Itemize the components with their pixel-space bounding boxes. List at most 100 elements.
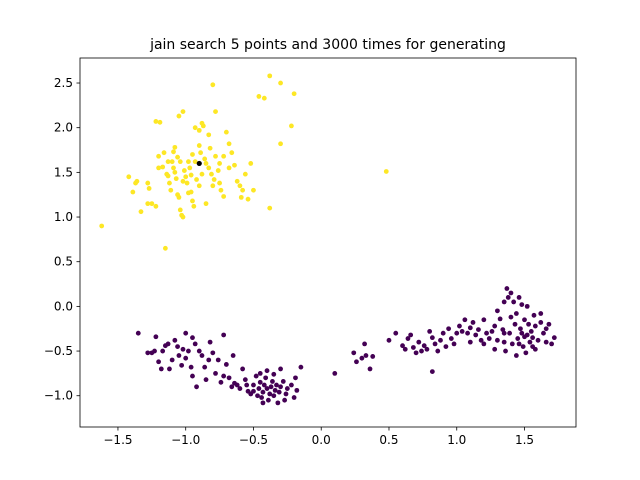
data-point-cluster-0-46 — [257, 379, 263, 385]
data-point-cluster-0-72 — [278, 366, 283, 372]
data-point-cluster-1-57 — [237, 183, 243, 189]
data-point-cluster-0-178 — [543, 339, 549, 345]
data-point-cluster-0-125 — [486, 336, 492, 341]
data-point-cluster-1-25 — [177, 207, 183, 213]
data-point-cluster-0-47 — [259, 395, 264, 400]
data-point-cluster-0-107 — [438, 337, 443, 343]
data-point-cluster-1-15 — [165, 173, 171, 179]
data-point-cluster-1-29 — [183, 174, 189, 180]
data-point-cluster-0-76 — [282, 397, 288, 403]
data-point-cluster-0-96 — [408, 332, 414, 338]
data-point-cluster-1-31 — [186, 159, 191, 165]
data-point-cluster-1-79 — [210, 82, 216, 88]
x-tick-label: 1.0 — [447, 433, 466, 447]
data-point-cluster-1-28 — [181, 168, 187, 173]
data-point-cluster-1-54 — [229, 150, 235, 156]
data-point-cluster-1-82 — [203, 201, 209, 207]
data-point-cluster-1-71 — [291, 91, 297, 97]
data-point-cluster-0-59 — [275, 400, 281, 406]
data-point-cluster-1-52 — [223, 129, 229, 135]
data-point-cluster-1-89 — [172, 144, 178, 150]
data-point-cluster-1-95 — [188, 172, 194, 178]
data-point-cluster-0-151 — [528, 329, 534, 334]
data-point-cluster-1-60 — [242, 171, 248, 177]
data-point-cluster-0-42 — [251, 382, 256, 388]
data-point-cluster-1-1 — [126, 174, 132, 180]
data-point-cluster-0-66 — [291, 395, 297, 400]
data-point-cluster-1-50 — [218, 187, 224, 193]
data-point-cluster-1-43 — [206, 165, 212, 171]
data-point-cluster-0-44 — [255, 393, 260, 399]
data-point-cluster-0-62 — [280, 379, 286, 384]
data-point-cluster-0-101 — [421, 343, 427, 349]
data-point-cluster-0-108 — [440, 330, 446, 336]
x-tick-label: −0.5 — [239, 433, 268, 447]
data-point-cluster-0-12 — [175, 344, 180, 349]
data-point-cluster-0-45 — [256, 386, 262, 391]
data-point-cluster-1-30 — [184, 180, 190, 186]
data-point-cluster-1-13 — [160, 164, 166, 170]
data-point-cluster-0-64 — [284, 386, 290, 391]
data-point-cluster-0-83 — [183, 330, 189, 336]
data-point-cluster-0-118 — [467, 325, 473, 331]
data-point-cluster-0-170 — [429, 369, 435, 375]
data-point-cluster-1-83 — [192, 159, 198, 165]
data-point-cluster-0-146 — [522, 317, 527, 323]
data-point-cluster-1-91 — [199, 171, 205, 177]
data-point-cluster-0-131 — [501, 339, 507, 345]
y-tick-label: −0.5 — [44, 344, 73, 358]
data-point-cluster-0-159 — [546, 321, 552, 327]
data-point-cluster-0-63 — [283, 391, 289, 397]
data-point-cluster-0-156 — [538, 320, 544, 325]
data-point-cluster-1-10 — [153, 119, 159, 124]
data-point-cluster-0-74 — [251, 388, 256, 394]
data-point-cluster-0-152 — [530, 335, 536, 341]
x-tick-label: 0.0 — [312, 433, 331, 447]
data-point-cluster-0-134 — [505, 295, 511, 300]
y-tick-label: 1.5 — [54, 165, 73, 179]
data-point-cluster-1-94 — [145, 201, 151, 207]
data-point-cluster-1-68 — [278, 80, 283, 86]
data-point-cluster-0-10 — [169, 357, 175, 363]
data-point-cluster-0-9 — [167, 366, 172, 372]
chart-title: jain search 5 points and 3000 times for … — [149, 37, 506, 53]
data-point-cluster-0-135 — [507, 330, 512, 336]
data-point-cluster-0-141 — [515, 336, 521, 341]
data-point-cluster-0-92 — [393, 330, 399, 336]
data-point-cluster-1-63 — [251, 187, 256, 193]
data-point-cluster-1-73 — [162, 245, 168, 251]
data-point-cluster-0-128 — [495, 337, 500, 343]
data-point-cluster-1-40 — [200, 123, 206, 129]
data-point-cluster-0-4 — [156, 359, 162, 365]
data-point-cluster-0-0 — [135, 330, 141, 336]
data-point-cluster-0-179 — [522, 334, 527, 340]
data-point-cluster-0-84 — [332, 370, 338, 376]
y-tick-label: 0.0 — [54, 299, 73, 313]
data-point-cluster-0-172 — [386, 337, 392, 343]
data-point-cluster-1-47 — [213, 153, 218, 159]
data-point-cluster-1-97 — [196, 183, 202, 189]
data-point-cluster-0-87 — [359, 355, 365, 361]
data-point-cluster-0-165 — [524, 303, 530, 309]
data-point-cluster-0-49 — [261, 382, 267, 388]
y-tick-label: 0.5 — [54, 255, 73, 269]
data-point-cluster-0-164 — [513, 353, 519, 358]
x-tick-label: 0.5 — [379, 433, 398, 447]
y-tick-label: 2.0 — [54, 121, 73, 135]
data-point-cluster-1-20 — [171, 149, 176, 155]
data-point-cluster-0-168 — [508, 314, 514, 320]
data-point-cluster-0-19 — [190, 373, 195, 379]
data-point-cluster-0-16 — [183, 355, 189, 361]
data-point-cluster-0-60 — [276, 389, 282, 395]
data-point-cluster-0-58 — [274, 382, 279, 388]
data-point-cluster-0-162 — [501, 299, 507, 305]
data-point-cluster-0-1 — [145, 350, 151, 356]
data-point-cluster-0-80 — [221, 332, 227, 338]
data-point-cluster-0-26 — [206, 357, 212, 363]
data-point-cluster-0-160 — [549, 341, 555, 347]
data-point-cluster-0-157 — [541, 330, 546, 336]
data-point-cluster-0-163 — [492, 346, 498, 352]
data-point-cluster-1-81 — [221, 194, 227, 199]
data-point-cluster-0-143 — [518, 326, 523, 332]
data-point-cluster-0-53 — [267, 391, 273, 397]
